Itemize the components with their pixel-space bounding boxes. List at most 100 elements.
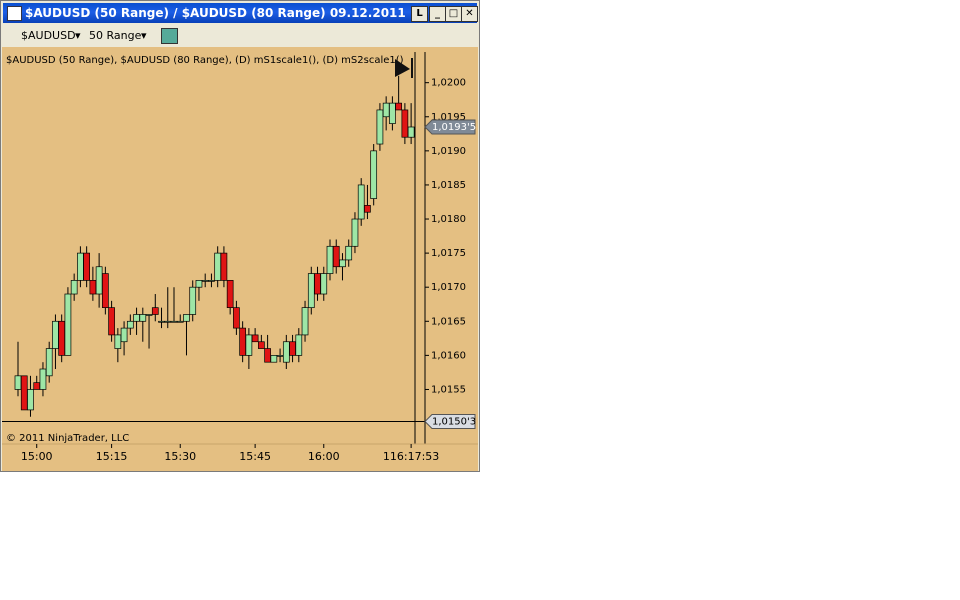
chart-style-button[interactable] <box>161 28 178 44</box>
candle-body <box>320 273 328 295</box>
period-selector[interactable]: 50 Range <box>89 29 142 42</box>
candle-body <box>351 218 359 247</box>
maximize-button[interactable]: □ <box>445 6 462 22</box>
y-tick-label: 1,0165 <box>431 316 466 327</box>
price-marker-label: 1,0150'3 <box>432 417 476 428</box>
candle-body <box>39 368 47 390</box>
window-icon <box>7 6 22 21</box>
candle-body <box>108 307 115 336</box>
candle-body <box>226 280 234 309</box>
x-tick-label: 16:00 <box>308 450 340 463</box>
candle-body <box>195 280 203 288</box>
y-tick-label: 1,0160 <box>431 350 466 361</box>
candle-body <box>114 334 122 349</box>
x-tick-label: 116:17:53 <box>383 450 439 463</box>
y-tick-label: 1,0185 <box>431 180 466 191</box>
candle-body <box>164 320 172 323</box>
candle-body <box>289 341 296 356</box>
instrument-selector[interactable]: $AUDUSD <box>21 29 76 42</box>
close-button[interactable]: ✕ <box>461 6 478 22</box>
title-bar: $AUDUSD (50 Range) / $AUDUSD (80 Range) … <box>3 3 478 23</box>
candle-body <box>395 102 402 111</box>
price-marker <box>424 414 476 430</box>
candle-body <box>158 320 165 323</box>
candle-body <box>183 314 190 322</box>
candle-body <box>145 314 153 316</box>
candle-body <box>52 320 59 349</box>
candle-body <box>33 382 41 390</box>
candle-body <box>220 252 228 281</box>
candle-body <box>339 259 346 268</box>
x-tick-label: 15:45 <box>239 450 271 463</box>
candle-body <box>357 184 365 220</box>
candle-body <box>245 334 253 356</box>
dropdown-arrow[interactable]: ▾ <box>141 29 147 42</box>
candle-body <box>27 389 34 411</box>
candle-body <box>276 355 284 357</box>
candle-body <box>83 252 90 281</box>
y-tick-label: 1,0175 <box>431 248 466 259</box>
candle-body <box>295 334 303 356</box>
candle-body <box>258 341 265 349</box>
candle-body <box>326 245 334 274</box>
candle-body <box>208 280 215 282</box>
candle-body <box>77 252 84 281</box>
y-tick-label: 1,0170 <box>431 282 466 293</box>
legend-text: $AUDUSD (50 Range), $AUDUSD (80 Range), … <box>6 55 404 66</box>
y-tick-label: 1,0200 <box>431 78 466 89</box>
candle-body <box>251 334 259 343</box>
candle-body <box>401 109 409 138</box>
candle-body <box>58 320 66 356</box>
x-tick-label: 15:30 <box>164 450 196 463</box>
candle-body <box>214 252 222 281</box>
candle-body <box>264 348 271 363</box>
chart: $AUDUSD (50 Range), $AUDUSD (80 Range), … <box>2 47 478 471</box>
candle-body <box>139 314 147 322</box>
dropdown-arrow[interactable]: ▾ <box>75 29 81 42</box>
candle-body <box>14 375 22 390</box>
candle-body <box>133 314 140 322</box>
candle-body <box>120 327 128 343</box>
candle-body <box>364 205 371 213</box>
x-tick-label: 15:00 <box>21 450 53 463</box>
link-button[interactable]: L <box>411 6 428 22</box>
candle-body <box>189 286 197 315</box>
candle-body <box>151 307 159 315</box>
price-marker-label: 1,0193'5 <box>432 122 476 133</box>
candle-body <box>95 266 103 295</box>
scroll-end-arrow[interactable] <box>395 59 410 77</box>
price-marker <box>424 119 476 135</box>
window-title: $AUDUSD (50 Range) / $AUDUSD (80 Range) … <box>25 6 406 20</box>
candle-body <box>64 293 72 356</box>
candle-body <box>126 320 134 329</box>
candle-body <box>170 320 178 323</box>
candle-body <box>201 280 209 282</box>
y-tick-label: 1,0155 <box>431 384 466 395</box>
candle-body <box>239 327 246 356</box>
copyright: © 2011 NinjaTrader, LLC <box>6 433 129 444</box>
x-tick-label: 15:15 <box>96 450 128 463</box>
candle-body <box>233 307 240 329</box>
candle-body <box>382 102 390 118</box>
candle-body <box>307 273 315 309</box>
candle-body <box>332 245 340 268</box>
candle-body <box>345 245 353 261</box>
candle-body <box>301 307 309 336</box>
candle-body <box>70 280 78 295</box>
candle-body <box>282 341 290 363</box>
candle-body <box>45 348 53 377</box>
y-tick-label: 1,0195 <box>431 112 466 123</box>
candle-body <box>89 280 97 295</box>
candle-body <box>176 320 184 323</box>
candle-body <box>376 109 384 145</box>
candle-body <box>102 273 109 309</box>
y-tick-label: 1,0180 <box>431 214 466 225</box>
minimize-button[interactable]: _ <box>429 6 446 22</box>
y-tick-label: 1,0190 <box>431 146 466 157</box>
candle-body <box>270 355 278 363</box>
candle-body <box>389 102 396 124</box>
candle-body <box>20 375 28 411</box>
candle-body <box>314 273 321 295</box>
candle-body <box>407 126 415 138</box>
